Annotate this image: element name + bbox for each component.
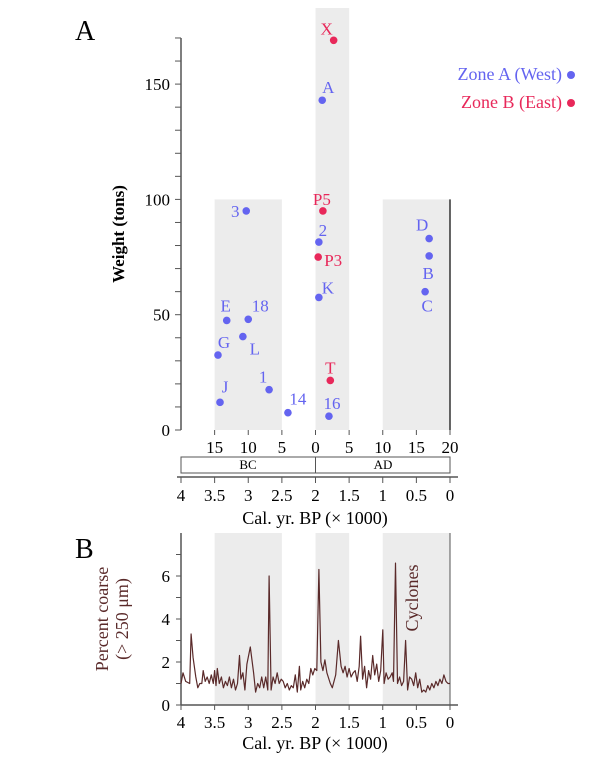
century-tick-label: 15 (206, 438, 223, 457)
panel-a-shaded-bands (214, 8, 450, 430)
panel-b-label: B (75, 534, 94, 565)
era-label-bc: BC (239, 457, 256, 472)
panel-b-shaded-bands (214, 533, 450, 705)
data-point-B (425, 252, 433, 260)
century-tick-label: 5 (278, 438, 287, 457)
point-label-3: 3 (231, 202, 240, 221)
x-tick-label: 3.5 (204, 713, 225, 732)
point-label-D: D (416, 216, 428, 235)
point-label-L: L (250, 340, 260, 359)
data-point-G (214, 351, 222, 359)
point-label-E: E (221, 296, 231, 315)
data-point-18 (244, 315, 253, 324)
x-tick-label: 4 (177, 486, 186, 505)
point-label-14: 14 (289, 390, 307, 409)
data-point-14 (284, 408, 292, 417)
data-point-16 (325, 412, 333, 420)
data-point-D (425, 234, 433, 243)
x-tick-label: 0.5 (406, 486, 427, 505)
percent-coarse-series (180, 562, 450, 693)
century-tick-label: 10 (240, 438, 257, 457)
panel-b-line (180, 562, 450, 693)
y-tick-label: 150 (145, 75, 171, 94)
shaded-band (315, 533, 350, 705)
century-tick-label: 15 (408, 438, 425, 457)
panel-b-ylabel-line2: (> 250 μm) (112, 578, 133, 660)
point-label-1: 1 (259, 368, 268, 387)
y-tick-label: 100 (145, 190, 171, 209)
panel-a-points: X A 3 P5 2 P3 D BC K E 18 L G 1 J 14 T 16 (214, 19, 434, 420)
data-point-3 (242, 207, 251, 215)
x-tick-label: 1.5 (339, 713, 360, 732)
point-label-18: 18 (252, 296, 269, 315)
x-tick-label: 4 (177, 713, 186, 732)
data-point-J (216, 398, 224, 407)
x-tick-label: 2 (311, 486, 320, 505)
data-point-C (421, 287, 429, 296)
data-point-P5 (319, 207, 327, 215)
x-tick-label: 0 (446, 486, 455, 505)
point-label-16: 16 (323, 394, 340, 413)
y-tick-label: 6 (162, 567, 171, 586)
x-tick-label: 2.5 (271, 713, 292, 732)
y-tick-label: 2 (162, 653, 171, 672)
data-point-1 (265, 385, 273, 394)
point-label-P3: P3 (324, 251, 342, 270)
data-point-K (315, 293, 323, 302)
data-point-A (318, 96, 327, 105)
shaded-band (315, 8, 350, 430)
cyclones-annotation: Cyclones (402, 565, 422, 632)
x-tick-label: 1.5 (339, 486, 360, 505)
data-point-L (239, 332, 247, 341)
x-tick-label: 1 (379, 713, 388, 732)
x-tick-label: 3.5 (204, 486, 225, 505)
panel-a-xlabel: Cal. yr. BP (× 1000) (242, 508, 388, 529)
y-tick-label: 4 (162, 610, 171, 629)
x-tick-label: 3 (244, 713, 253, 732)
data-point-X (329, 36, 338, 45)
point-label-J: J (222, 377, 229, 396)
point-label-P5: P5 (313, 190, 331, 209)
data-point-T (326, 376, 335, 385)
legend-zone-b-marker (567, 99, 575, 107)
point-label-2: 2 (319, 221, 328, 240)
legend-zone-a-label: Zone A (West) (457, 64, 562, 85)
panel-a-label: A (75, 16, 96, 47)
y-tick-label: 0 (162, 421, 171, 440)
point-label-T: T (325, 358, 336, 377)
point-label-X: X (321, 19, 333, 38)
legend-zone-b-label: Zone B (East) (461, 92, 562, 113)
point-label-C: C (421, 297, 432, 316)
panel-b-xlabel: Cal. yr. BP (× 1000) (242, 733, 388, 754)
x-tick-label: 0.5 (406, 713, 427, 732)
point-label-A: A (322, 78, 335, 97)
era-label-ad: AD (374, 457, 393, 472)
x-tick-label: 2 (311, 713, 320, 732)
panel-b-axes: 0 2 4 6 4 3.5 3 2.5 2 1.5 1 0.5 0 (162, 533, 458, 732)
panel-a-ylabel: Weight (tons) (109, 185, 128, 283)
x-tick-label: 1 (379, 486, 388, 505)
data-point-P3 (314, 253, 322, 261)
point-label-B: B (422, 264, 433, 283)
data-point-E (222, 316, 231, 325)
shaded-band (214, 533, 282, 705)
century-tick-label: 20 (442, 438, 459, 457)
century-tick-label: 10 (374, 438, 391, 457)
y-tick-label: 0 (162, 696, 171, 715)
century-tick-label: 5 (345, 438, 354, 457)
panel-b-ylabel-line1: Percent coarse (92, 567, 112, 671)
x-tick-label: 3 (244, 486, 253, 505)
point-label-G: G (218, 333, 230, 352)
legend-zone-a-marker (567, 71, 575, 79)
data-point-2 (315, 238, 323, 246)
century-tick-label: 0 (311, 438, 320, 457)
shaded-band (382, 199, 450, 430)
point-label-K: K (322, 278, 335, 297)
y-tick-label: 50 (153, 306, 170, 325)
x-tick-label: 2.5 (271, 486, 292, 505)
x-tick-label: 0 (446, 713, 455, 732)
